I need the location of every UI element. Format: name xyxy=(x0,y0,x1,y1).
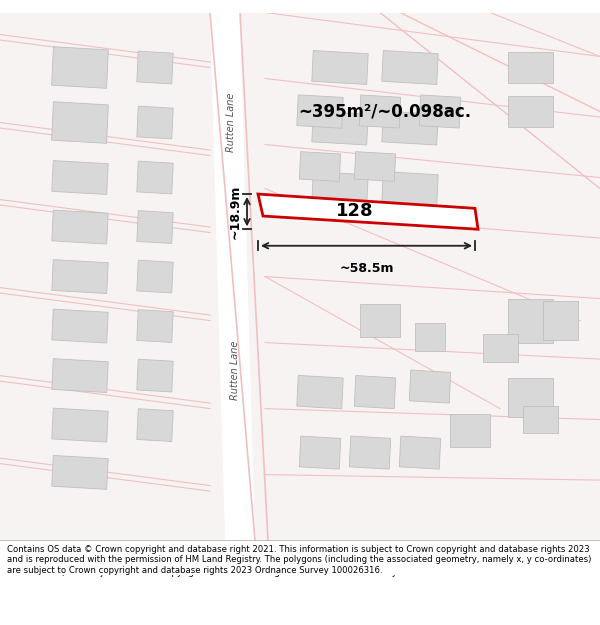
Polygon shape xyxy=(52,102,109,143)
Polygon shape xyxy=(137,309,173,342)
Polygon shape xyxy=(482,334,517,362)
Polygon shape xyxy=(415,323,445,351)
Text: Map shows position and indicative extent of the property.: Map shows position and indicative extent… xyxy=(130,49,470,62)
Polygon shape xyxy=(52,161,108,194)
Polygon shape xyxy=(52,259,108,294)
Text: Contains OS data © Crown copyright and database right 2021. This information is : Contains OS data © Crown copyright and d… xyxy=(7,545,592,575)
Polygon shape xyxy=(523,406,557,433)
Polygon shape xyxy=(137,211,173,244)
Polygon shape xyxy=(258,194,478,229)
Polygon shape xyxy=(409,370,451,403)
Polygon shape xyxy=(137,359,173,392)
Text: ~58.5m: ~58.5m xyxy=(339,262,394,275)
Polygon shape xyxy=(52,408,108,442)
Polygon shape xyxy=(508,299,553,343)
Polygon shape xyxy=(52,456,108,489)
Polygon shape xyxy=(508,378,553,417)
Polygon shape xyxy=(349,436,391,469)
Polygon shape xyxy=(52,47,109,88)
Polygon shape xyxy=(542,301,577,340)
Polygon shape xyxy=(419,95,461,128)
Polygon shape xyxy=(52,309,108,343)
Polygon shape xyxy=(52,210,108,244)
Polygon shape xyxy=(299,152,341,181)
Polygon shape xyxy=(359,95,401,128)
Polygon shape xyxy=(210,12,255,541)
Text: Rutten Lane: Rutten Lane xyxy=(226,93,236,152)
Polygon shape xyxy=(312,172,368,206)
Polygon shape xyxy=(382,51,438,84)
Polygon shape xyxy=(312,51,368,84)
Polygon shape xyxy=(137,260,173,293)
Polygon shape xyxy=(382,172,438,206)
Polygon shape xyxy=(508,96,553,127)
Polygon shape xyxy=(382,111,438,145)
Polygon shape xyxy=(52,359,108,392)
Polygon shape xyxy=(360,304,400,337)
Polygon shape xyxy=(450,414,490,447)
Polygon shape xyxy=(137,409,173,441)
Text: ~395m²/~0.098ac.: ~395m²/~0.098ac. xyxy=(298,102,472,121)
Polygon shape xyxy=(297,95,343,128)
Text: 128: 128 xyxy=(336,201,374,219)
Text: ~18.9m: ~18.9m xyxy=(229,184,242,239)
Polygon shape xyxy=(355,152,395,181)
Polygon shape xyxy=(399,436,441,469)
Text: 128, RUTTEN LANE, YARNTON, KIDLINGTON, OX5 1LS: 128, RUTTEN LANE, YARNTON, KIDLINGTON, O… xyxy=(92,19,508,32)
Polygon shape xyxy=(0,12,600,541)
Text: Rutten Lane: Rutten Lane xyxy=(230,341,240,400)
Polygon shape xyxy=(137,51,173,84)
Polygon shape xyxy=(297,376,343,409)
Polygon shape xyxy=(299,436,341,469)
Polygon shape xyxy=(508,52,553,83)
Text: Contains OS data © Crown copyright and database right 2021. This information is : Contains OS data © Crown copyright and d… xyxy=(7,548,578,577)
Polygon shape xyxy=(312,111,368,145)
Polygon shape xyxy=(137,106,173,139)
Polygon shape xyxy=(137,161,173,194)
Polygon shape xyxy=(354,376,396,409)
